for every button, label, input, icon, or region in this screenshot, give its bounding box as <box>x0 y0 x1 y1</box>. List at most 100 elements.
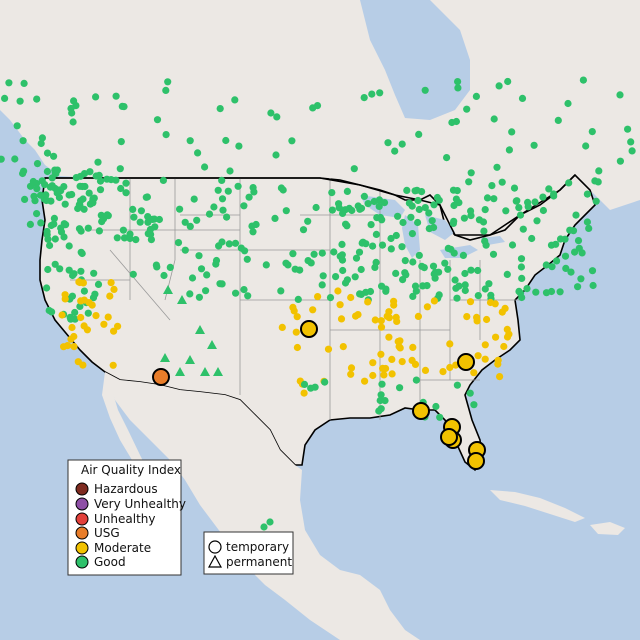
station-marker <box>347 293 355 302</box>
station-marker <box>186 137 194 145</box>
station-marker <box>89 199 97 207</box>
station-marker <box>130 213 138 221</box>
station-marker <box>181 218 189 226</box>
station-marker <box>90 269 98 277</box>
station-marker <box>594 178 602 186</box>
station-marker <box>288 137 296 145</box>
station-marker <box>330 248 338 256</box>
station-marker <box>474 266 482 275</box>
station-marker <box>467 169 475 177</box>
station-marker <box>492 333 500 341</box>
station-marker <box>481 355 489 363</box>
station-marker <box>473 313 481 321</box>
station-marker <box>523 285 531 293</box>
station-marker <box>65 191 73 199</box>
station-marker <box>501 304 509 312</box>
station-marker <box>290 307 298 315</box>
temporary-station-marker <box>467 452 485 470</box>
station-marker <box>515 204 523 212</box>
station-marker <box>392 313 400 321</box>
station-marker <box>195 252 203 260</box>
station-marker <box>556 288 564 296</box>
station-marker <box>364 298 372 306</box>
station-marker <box>272 151 280 159</box>
station-marker <box>382 364 390 373</box>
mexico-landmass <box>105 372 420 640</box>
station-marker <box>446 363 454 372</box>
legend-moderate-label: Moderate <box>94 541 151 555</box>
station-marker <box>343 276 351 284</box>
station-marker <box>409 292 417 300</box>
station-marker <box>396 384 404 392</box>
station-marker <box>186 222 194 230</box>
station-marker <box>348 206 356 215</box>
station-marker <box>61 295 69 303</box>
station-marker <box>531 198 539 206</box>
station-marker <box>106 292 114 300</box>
legend-usg-label: USG <box>94 526 120 540</box>
permanent-label: permanent <box>226 555 292 569</box>
station-marker <box>430 297 438 305</box>
station-marker <box>243 255 251 263</box>
temporary-station-marker <box>440 428 458 446</box>
station-marker <box>432 402 440 411</box>
station-marker <box>338 256 347 264</box>
station-marker <box>224 187 232 195</box>
station-marker <box>421 204 429 212</box>
station-marker <box>88 301 96 309</box>
station-marker <box>94 158 102 166</box>
station-marker <box>318 249 326 257</box>
station-marker <box>319 272 327 280</box>
station-marker <box>545 185 553 193</box>
station-marker <box>428 217 436 225</box>
station-marker <box>467 207 475 215</box>
station-marker <box>460 214 468 222</box>
station-marker <box>84 224 92 232</box>
aqi-legend: Air Quality Index Hazardous Very Unhealt… <box>67 459 186 576</box>
station-marker <box>512 197 520 205</box>
station-marker <box>38 134 47 142</box>
station-marker <box>430 270 438 278</box>
station-marker <box>160 271 168 280</box>
station-marker <box>26 220 34 228</box>
station-marker <box>463 105 471 113</box>
station-marker <box>293 343 301 352</box>
station-marker <box>202 287 210 295</box>
station-marker <box>616 157 625 165</box>
station-marker <box>339 343 347 351</box>
canada-landmass <box>0 0 640 240</box>
station-marker <box>48 174 56 182</box>
station-marker <box>452 195 460 203</box>
station-marker <box>176 205 184 213</box>
station-marker <box>414 312 422 320</box>
station-marker <box>577 275 585 283</box>
station-marker <box>37 191 45 199</box>
station-marker <box>378 216 386 224</box>
station-marker <box>107 176 115 184</box>
station-marker <box>216 105 224 113</box>
station-marker <box>407 213 415 221</box>
station-marker <box>413 186 421 194</box>
station-marker <box>409 258 417 266</box>
station-marker <box>454 84 462 92</box>
station-marker <box>218 176 226 184</box>
station-marker <box>16 97 24 105</box>
station-marker <box>294 295 302 303</box>
shape-legend: temporary permanent <box>203 531 294 575</box>
station-marker <box>369 371 377 380</box>
station-marker <box>385 333 393 341</box>
station-marker <box>109 361 117 369</box>
station-marker <box>335 200 343 208</box>
station-marker <box>205 210 214 218</box>
station-marker <box>387 245 395 253</box>
station-marker <box>503 333 512 341</box>
station-marker <box>43 284 51 292</box>
station-marker <box>380 199 389 207</box>
station-marker <box>78 182 86 191</box>
temporary-label: temporary <box>226 540 289 554</box>
station-marker <box>53 166 62 174</box>
station-marker <box>273 113 281 121</box>
station-marker <box>114 322 122 330</box>
station-marker <box>459 251 467 259</box>
